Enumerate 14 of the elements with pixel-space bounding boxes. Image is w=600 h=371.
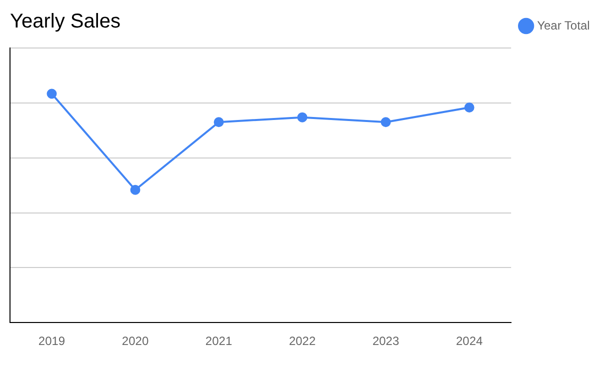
chart-title: Yearly Sales bbox=[10, 10, 120, 33]
x-tick-label: 2022 bbox=[288, 334, 316, 348]
point bbox=[380, 117, 391, 128]
x-tick-label: 2019 bbox=[38, 334, 66, 348]
x-tick-label: 2023 bbox=[372, 334, 400, 348]
point bbox=[464, 102, 474, 112]
point bbox=[214, 117, 224, 128]
x-tick-label: 2024 bbox=[456, 334, 483, 348]
point bbox=[130, 184, 140, 195]
point bbox=[46, 88, 57, 99]
point bbox=[297, 112, 308, 122]
x-tick-label: 2021 bbox=[205, 334, 232, 348]
legend-label: Year Total bbox=[537, 18, 590, 32]
x-tick-label: 2020 bbox=[122, 334, 149, 348]
